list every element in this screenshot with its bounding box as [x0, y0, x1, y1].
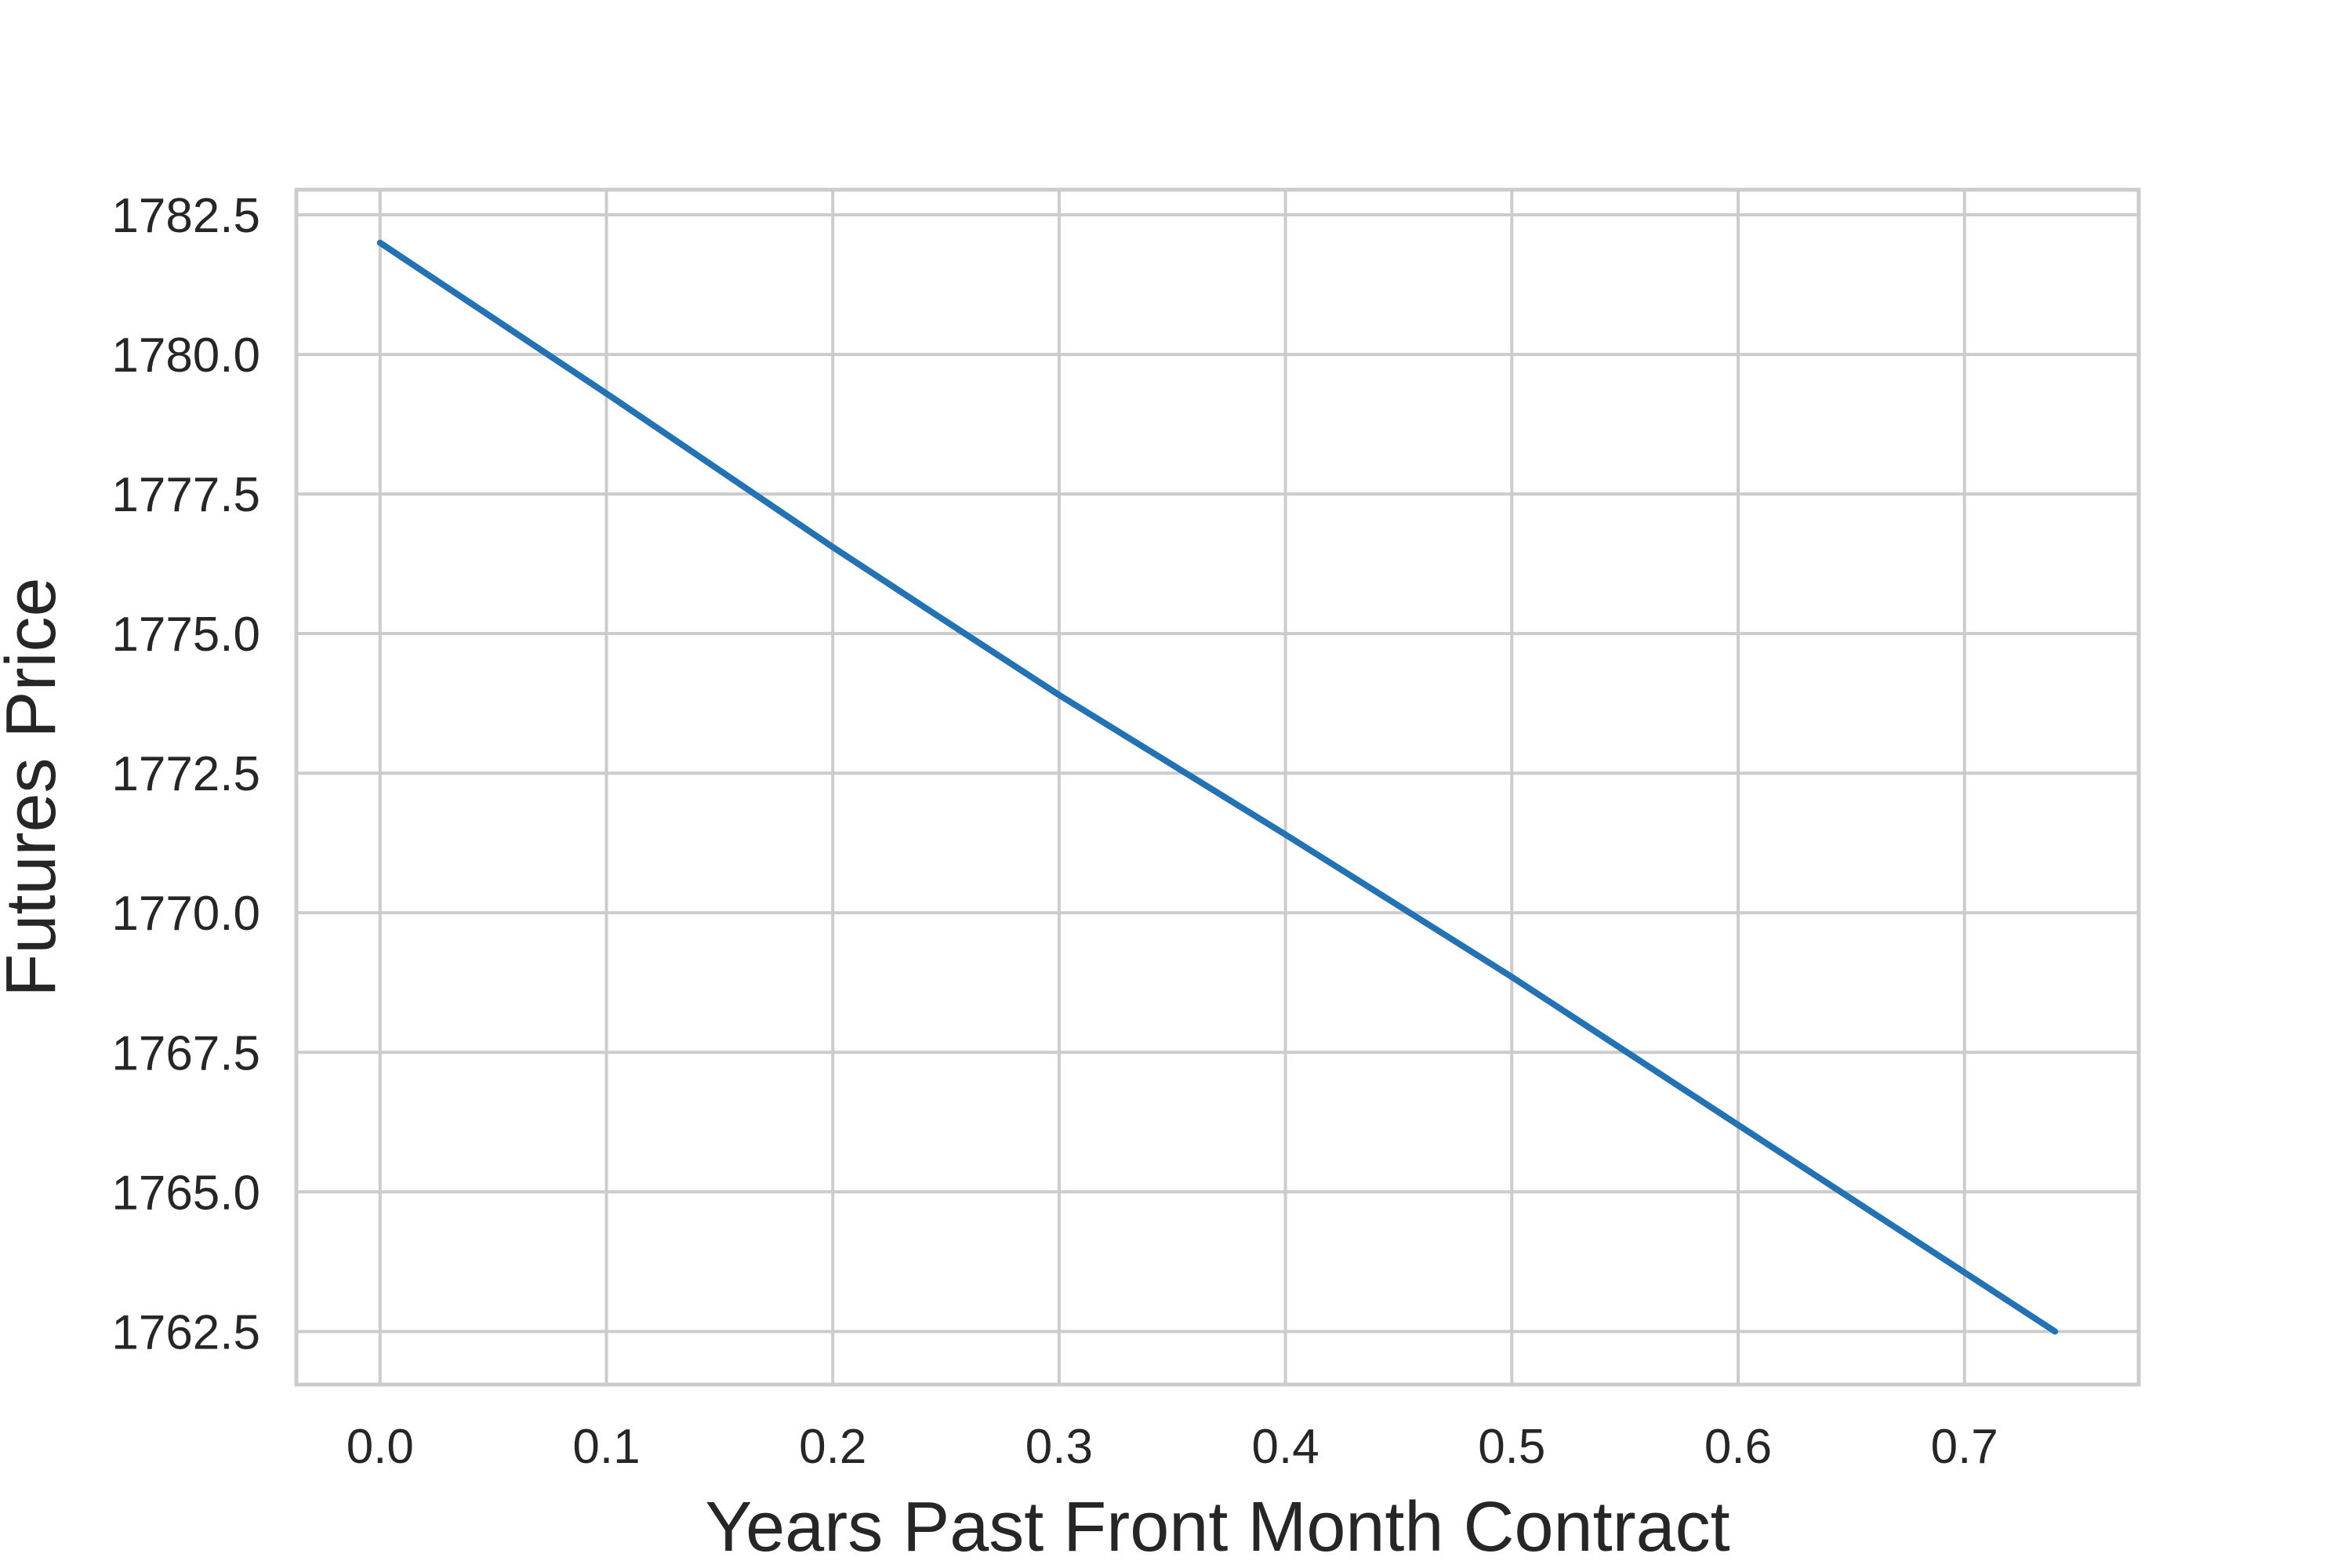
- series-line-0: [376, 239, 2059, 1335]
- series-layer: [376, 239, 2059, 1335]
- y-tick-label: 1780.0: [111, 328, 260, 383]
- y-tick-label: 1762.5: [111, 1305, 260, 1359]
- y-axis-label: Futures Price: [0, 577, 71, 996]
- y-tick-label: 1775.0: [111, 608, 260, 662]
- x-tick-label: 0.5: [1478, 1420, 1545, 1474]
- x-tick-labels: 0.0 0.1 0.2 0.3 0.4 0.5 0.6 0.7: [347, 1420, 1998, 1474]
- x-tick-label: 0.7: [1931, 1420, 1998, 1474]
- x-gridlines: [378, 190, 1966, 1385]
- y-tick-label: 1765.0: [111, 1166, 260, 1220]
- plot-frame: [294, 187, 2141, 1387]
- x-tick-label: 0.2: [799, 1420, 866, 1474]
- y-tick-label: 1770.0: [111, 887, 260, 941]
- x-tick-label: 0.4: [1252, 1420, 1319, 1474]
- x-tick-label: 0.1: [572, 1420, 640, 1474]
- y-tick-label: 1767.5: [111, 1026, 260, 1080]
- y-tick-label: 1772.5: [111, 747, 260, 801]
- y-gridlines: [296, 213, 2139, 1334]
- x-axis-label: Years Past Front Month Contract: [705, 1488, 1730, 1566]
- y-tick-label: 1777.5: [111, 468, 260, 522]
- x-tick-label: 0.0: [347, 1420, 414, 1474]
- y-tick-label: 1782.5: [111, 189, 260, 243]
- x-tick-label: 0.6: [1704, 1420, 1772, 1474]
- x-tick-label: 0.3: [1025, 1420, 1093, 1474]
- y-tick-labels: 1762.5 1765.0 1767.5 1770.0 1772.5 1775.0 1777…: [111, 189, 260, 1359]
